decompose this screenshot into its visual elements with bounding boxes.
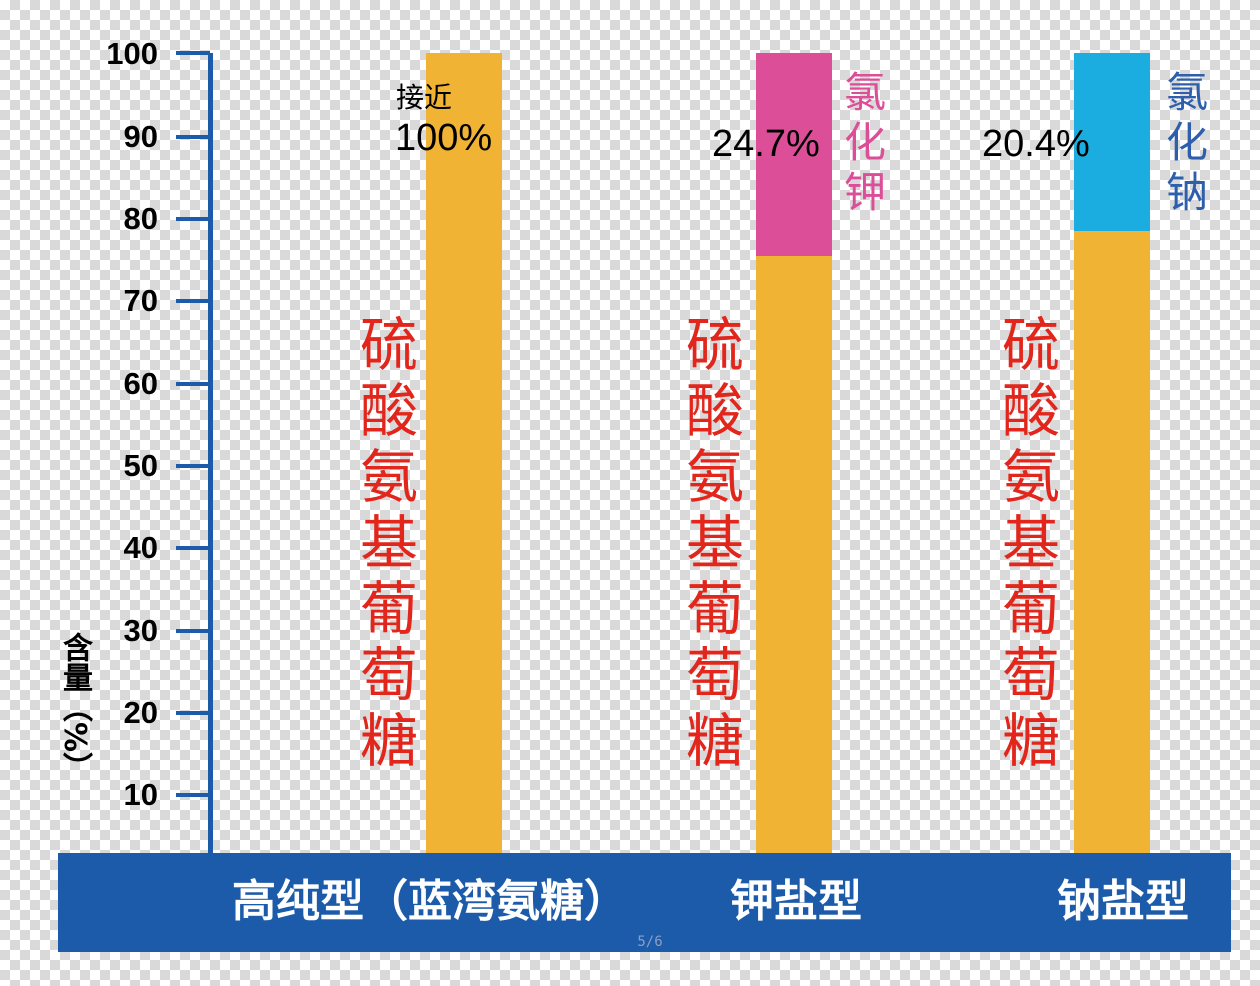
y-axis-line — [208, 53, 213, 853]
y-tick-40 — [176, 546, 210, 550]
category-band — [58, 853, 1231, 952]
y-tick-label: 100 — [106, 36, 158, 71]
bar-segment-glucosamine — [1074, 231, 1150, 853]
bar-inner-label: 硫酸氨基葡萄糖 — [1001, 311, 1060, 775]
y-tick-60 — [176, 382, 210, 386]
annotation-near: 接近 — [396, 81, 453, 114]
bar-segment-kcl — [756, 53, 832, 256]
y-tick-100 — [176, 51, 210, 55]
y-tick-label: 60 — [123, 366, 158, 401]
side-label-nacl: 氯化钠 — [1165, 68, 1208, 217]
category-label-potassium: 钾盐型 — [730, 876, 862, 927]
bar-potassium-salt — [756, 53, 832, 853]
annotation-value: 100% — [395, 117, 493, 159]
y-tick-label: 20 — [123, 695, 158, 730]
y-tick-90 — [176, 135, 210, 139]
y-tick-30 — [176, 629, 210, 633]
y-tick-label: 30 — [123, 613, 158, 648]
y-tick-10 — [176, 793, 210, 797]
annotation-value: 24.7% — [712, 123, 820, 165]
y-tick-label: 70 — [123, 283, 158, 318]
bar-inner-label: 硫酸氨基葡萄糖 — [685, 311, 744, 775]
bar-high-purity — [426, 53, 502, 853]
bar-segment-nacl — [1074, 53, 1150, 231]
page-indicator: 5/6 — [637, 934, 663, 950]
y-tick-label: 10 — [123, 777, 158, 812]
y-tick-label: 40 — [123, 530, 158, 565]
y-tick-80 — [176, 217, 210, 221]
y-tick-label: 50 — [123, 448, 158, 483]
side-label-kcl: 氯化钾 — [843, 68, 886, 217]
category-label-high-purity: 高纯型（蓝湾氨糖） — [232, 876, 628, 927]
bar-inner-label: 硫酸氨基葡萄糖 — [359, 311, 418, 775]
y-tick-70 — [176, 299, 210, 303]
bar-sodium-salt — [1074, 53, 1150, 853]
bar-segment-glucosamine — [426, 53, 502, 853]
y-tick-label: 90 — [123, 119, 158, 154]
category-label-sodium: 钠盐型 — [1057, 876, 1189, 927]
bar-segment-glucosamine — [756, 256, 832, 853]
annotation-value: 20.4% — [982, 123, 1090, 165]
y-tick-20 — [176, 711, 210, 715]
y-tick-50 — [176, 464, 210, 468]
y-tick-label: 80 — [123, 201, 158, 236]
y-axis-title: 含量（%） — [57, 632, 92, 783]
